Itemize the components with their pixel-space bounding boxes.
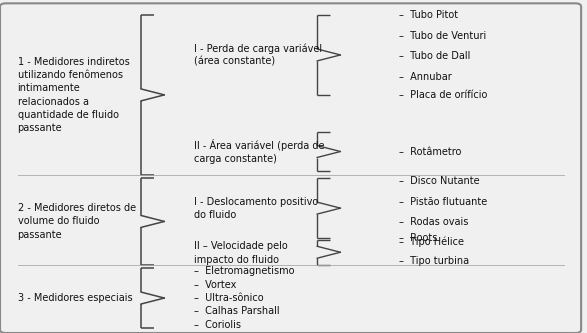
Text: –  Pistão flutuante: – Pistão flutuante [399,197,487,207]
Text: –  Tipo turbina: – Tipo turbina [399,256,469,266]
Text: –  Tubo de Venturi: – Tubo de Venturi [399,31,487,41]
Text: –  Disco Nutante: – Disco Nutante [399,176,480,186]
Text: –  Placa de orífício: – Placa de orífício [399,90,488,100]
Text: –  Rodas ovais: – Rodas ovais [399,217,468,227]
Text: –  Tubo de Dall: – Tubo de Dall [399,51,471,61]
Text: 1 - Medidores indiretos
utilizando fenômenos
intimamente
relacionados a
quantida: 1 - Medidores indiretos utilizando fenôm… [18,57,129,133]
Text: I - Perda de carga variável
(área constante): I - Perda de carga variável (área consta… [194,43,322,67]
FancyBboxPatch shape [0,3,581,333]
Text: –  Annubar: – Annubar [399,72,452,82]
Text: –  Tubo Pitot: – Tubo Pitot [399,10,458,20]
Text: –  Ultra-sônico: – Ultra-sônico [194,293,264,303]
Text: II - Área variável (perda de
carga constante): II - Área variável (perda de carga const… [194,139,324,164]
Text: 3 - Medidores especiais: 3 - Medidores especiais [18,293,132,303]
Text: I - Deslocamento positivo
do fluido: I - Deslocamento positivo do fluido [194,196,318,220]
Text: –  Vortex: – Vortex [194,280,236,290]
Text: –  Calhas Parshall: – Calhas Parshall [194,306,279,316]
Text: 2 - Medidores diretos de
volume do fluido
passante: 2 - Medidores diretos de volume do fluid… [18,203,136,240]
Text: –  Tipo Hélice: – Tipo Hélice [399,236,464,247]
Text: II – Velocidade pelo
impacto do fluido: II – Velocidade pelo impacto do fluido [194,241,288,265]
Text: –  Roots: – Roots [399,233,437,243]
Text: –  Coriolis: – Coriolis [194,320,241,330]
Text: –  Rotâmetro: – Rotâmetro [399,147,461,157]
Text: –  Eletromagnetismo: – Eletromagnetismo [194,266,294,276]
